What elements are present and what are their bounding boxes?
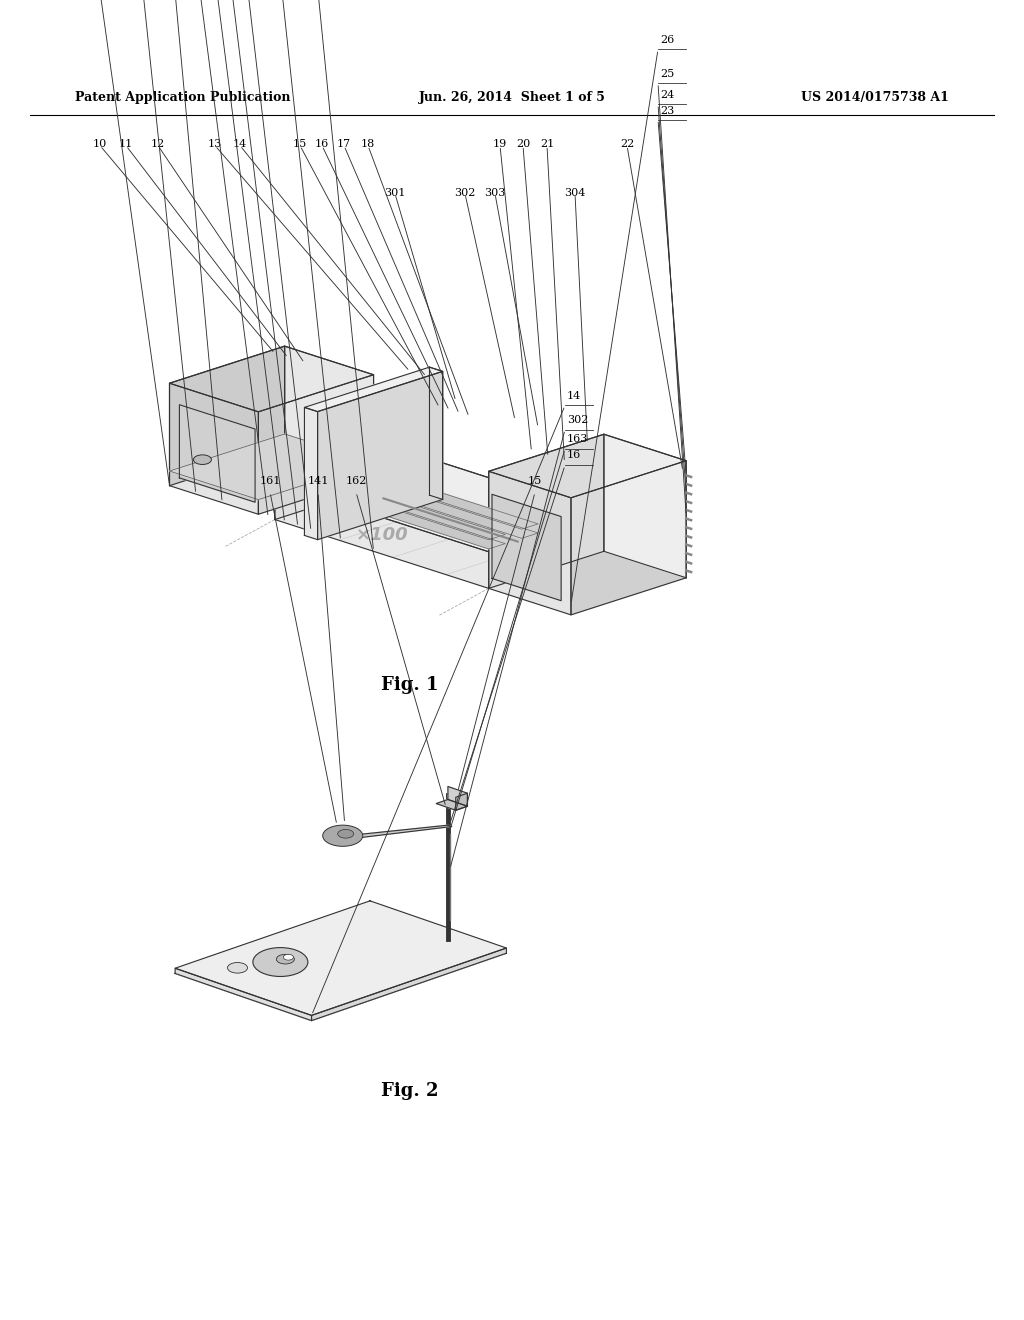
Polygon shape xyxy=(360,494,505,540)
Polygon shape xyxy=(170,434,374,499)
Text: 13: 13 xyxy=(208,140,222,149)
Polygon shape xyxy=(175,906,507,1020)
Text: Patent Application Publication: Patent Application Publication xyxy=(75,91,291,104)
Text: Fig. 1: Fig. 1 xyxy=(381,676,438,693)
Polygon shape xyxy=(274,446,390,520)
Ellipse shape xyxy=(227,962,248,973)
Polygon shape xyxy=(360,503,505,549)
Polygon shape xyxy=(456,793,467,810)
Polygon shape xyxy=(429,367,442,499)
Polygon shape xyxy=(285,346,374,478)
Text: 11: 11 xyxy=(119,140,133,149)
Text: 14: 14 xyxy=(567,391,582,401)
Polygon shape xyxy=(393,483,538,529)
Text: 22: 22 xyxy=(620,140,634,149)
Ellipse shape xyxy=(276,954,294,964)
Polygon shape xyxy=(447,787,467,807)
Text: 303: 303 xyxy=(484,187,506,198)
Polygon shape xyxy=(571,461,686,615)
Text: 302: 302 xyxy=(455,187,476,198)
Polygon shape xyxy=(170,346,285,486)
Text: 304: 304 xyxy=(564,187,586,198)
Text: 25: 25 xyxy=(660,69,674,79)
Polygon shape xyxy=(258,375,374,515)
Text: 15: 15 xyxy=(528,477,542,486)
Polygon shape xyxy=(436,800,467,810)
Polygon shape xyxy=(274,483,488,589)
Polygon shape xyxy=(317,371,442,540)
Ellipse shape xyxy=(194,455,211,465)
Text: 163: 163 xyxy=(567,434,589,444)
Text: 16: 16 xyxy=(567,450,582,461)
Text: 23: 23 xyxy=(660,106,674,116)
Text: ×100: ×100 xyxy=(355,525,409,544)
Polygon shape xyxy=(492,494,561,601)
Ellipse shape xyxy=(253,948,308,977)
Text: 24: 24 xyxy=(660,90,674,100)
Text: US 2014/0175738 A1: US 2014/0175738 A1 xyxy=(801,91,949,104)
Ellipse shape xyxy=(323,825,362,846)
Polygon shape xyxy=(393,492,538,539)
Text: 301: 301 xyxy=(384,187,406,198)
Ellipse shape xyxy=(338,829,353,838)
Text: Fig. 2: Fig. 2 xyxy=(381,1082,438,1100)
Text: 141: 141 xyxy=(307,477,329,486)
Text: 14: 14 xyxy=(232,140,247,149)
Polygon shape xyxy=(488,515,604,589)
Polygon shape xyxy=(175,969,311,1020)
Polygon shape xyxy=(304,408,317,540)
Polygon shape xyxy=(304,367,442,412)
Ellipse shape xyxy=(284,954,293,960)
Polygon shape xyxy=(390,446,604,552)
Text: 15: 15 xyxy=(293,140,307,149)
Polygon shape xyxy=(488,471,571,615)
Polygon shape xyxy=(311,948,507,1020)
Polygon shape xyxy=(179,405,255,502)
Text: 19: 19 xyxy=(493,140,507,149)
Text: 16: 16 xyxy=(314,140,329,149)
Text: 18: 18 xyxy=(360,140,375,149)
Polygon shape xyxy=(170,346,374,412)
Polygon shape xyxy=(274,446,604,552)
Text: Jun. 26, 2014  Sheet 1 of 5: Jun. 26, 2014 Sheet 1 of 5 xyxy=(419,91,605,104)
Polygon shape xyxy=(604,434,686,578)
Polygon shape xyxy=(488,434,686,498)
Text: 21: 21 xyxy=(540,140,554,149)
Text: 302: 302 xyxy=(567,414,589,425)
Text: 17: 17 xyxy=(337,140,351,149)
Polygon shape xyxy=(488,434,604,589)
Text: 161: 161 xyxy=(259,477,281,486)
Polygon shape xyxy=(339,825,452,840)
Text: 162: 162 xyxy=(345,477,367,486)
Polygon shape xyxy=(175,900,507,1015)
Text: 10: 10 xyxy=(93,140,108,149)
Polygon shape xyxy=(170,383,258,515)
Text: 12: 12 xyxy=(151,140,165,149)
Text: 20: 20 xyxy=(516,140,530,149)
Text: 26: 26 xyxy=(660,36,674,45)
